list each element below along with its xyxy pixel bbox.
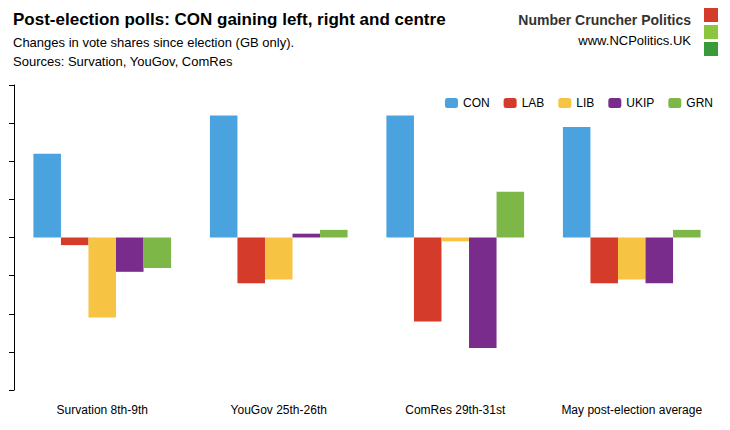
svg-text:CON: CON <box>463 96 490 110</box>
svg-text:Changes in vote shares since e: Changes in vote shares since election (G… <box>13 35 294 50</box>
svg-text:Survation 8th-9th: Survation 8th-9th <box>57 403 148 417</box>
svg-text:Sources: Survation, YouGov, Co: Sources: Survation, YouGov, ComRes <box>13 54 233 69</box>
svg-text:Number Cruncher Politics: Number Cruncher Politics <box>518 12 691 28</box>
svg-text:UKIP: UKIP <box>626 96 654 110</box>
svg-text:May post-election average: May post-election average <box>561 403 702 417</box>
svg-text:Post-election polls: CON gaini: Post-election polls: CON gaining left, r… <box>13 10 446 29</box>
svg-text:LAB: LAB <box>522 96 545 110</box>
svg-text:LIB: LIB <box>576 96 594 110</box>
svg-text:ComRes 29th-31st: ComRes 29th-31st <box>405 403 506 417</box>
svg-text:YouGov 25th-26th: YouGov 25th-26th <box>231 403 327 417</box>
svg-text:www.NCPolitics.UK: www.NCPolitics.UK <box>577 33 691 48</box>
svg-text:GRN: GRN <box>686 96 713 110</box>
